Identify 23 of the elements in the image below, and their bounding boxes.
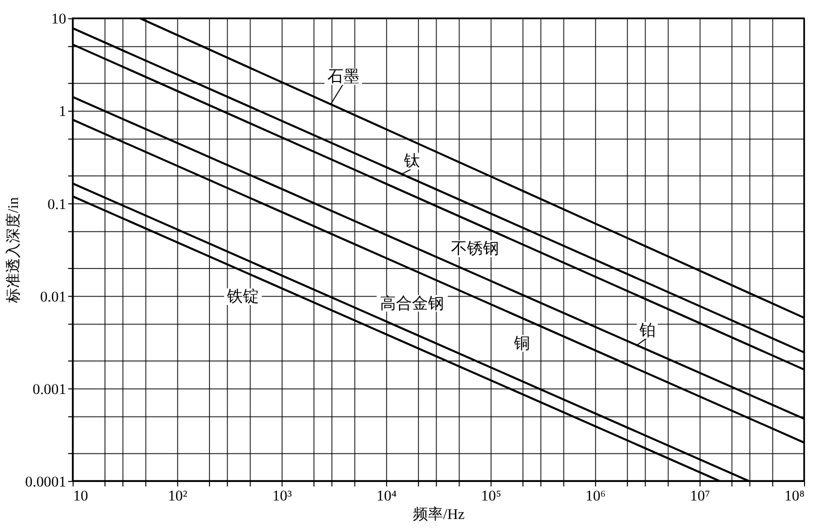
series-label: 高合金钢 <box>380 294 444 312</box>
y-axis-title: 标准透入深度/in <box>5 196 22 304</box>
y-tick-label: 1 <box>58 104 66 120</box>
series-label: 不锈钢 <box>450 240 499 258</box>
x-tick-label: 10² <box>168 488 188 504</box>
series-label: 石墨 <box>327 68 360 86</box>
x-tick-label: 10⁷ <box>690 488 710 504</box>
x-tick-label: 10⁴ <box>376 488 397 504</box>
x-tick-label: 10⁸ <box>784 488 805 504</box>
x-tick-label: 10⁵ <box>481 488 502 504</box>
series-label: 铜 <box>512 335 530 352</box>
y-tick-label: 10 <box>51 12 66 28</box>
x-tick-label: 10³ <box>272 488 292 504</box>
series-label: 钛 <box>403 153 420 170</box>
x-tick-label: 10⁶ <box>586 488 606 504</box>
series-label: 铁锭 <box>226 288 259 306</box>
y-tick-label: 0.01 <box>40 289 66 306</box>
x-tick-label: 10 <box>73 488 88 504</box>
x-axis-title: 频率/Hz <box>413 506 465 524</box>
series-label: 铂 <box>638 322 656 340</box>
y-tick-label: 0.1 <box>48 196 66 213</box>
y-tick-label: 0.0001 <box>25 474 66 490</box>
y-tick-label: 0.001 <box>32 382 66 398</box>
